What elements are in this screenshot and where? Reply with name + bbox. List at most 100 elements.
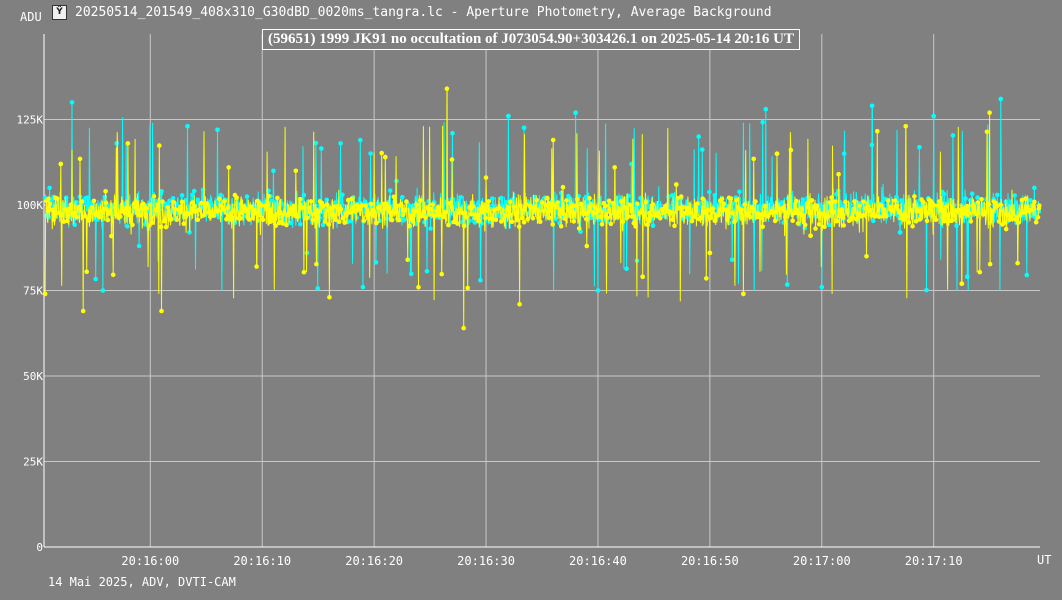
data-point (450, 130, 455, 136)
tangra-app-icon[interactable]: Ϋ (52, 4, 67, 20)
data-point (313, 140, 319, 146)
data-point (730, 210, 735, 216)
data-point (430, 202, 436, 207)
data-point (912, 194, 917, 199)
data-point (272, 200, 278, 205)
data-point (558, 224, 564, 229)
data-point (414, 202, 420, 207)
data-point (940, 213, 945, 219)
data-point (340, 216, 346, 221)
data-point (704, 276, 709, 281)
data-point (185, 123, 190, 129)
data-point (338, 206, 344, 212)
data-point (370, 207, 376, 213)
data-point (553, 204, 559, 209)
data-point (603, 203, 608, 209)
data-point (347, 210, 353, 215)
data-point (951, 212, 956, 218)
data-point (816, 222, 822, 227)
x-tick-label: 20:16:00 (121, 554, 179, 568)
data-point (479, 209, 485, 215)
data-point (298, 196, 303, 202)
data-point (595, 288, 601, 293)
data-point (67, 206, 72, 211)
data-point (84, 269, 89, 275)
data-point (903, 124, 908, 129)
data-point (901, 217, 907, 222)
data-point (447, 200, 453, 206)
data-point (629, 214, 635, 219)
data-point (575, 197, 580, 202)
plot-title: (59651) 1999 JK91 no occultation of J073… (261, 29, 801, 50)
data-point (368, 151, 373, 156)
data-point (103, 200, 109, 205)
data-point (112, 204, 118, 210)
data-point (913, 218, 919, 224)
data-point (760, 119, 765, 125)
data-point (54, 196, 60, 201)
data-point (335, 204, 340, 209)
data-point (675, 196, 680, 201)
data-point (359, 203, 365, 208)
data-point (702, 209, 707, 215)
series-cyan (42, 96, 1042, 293)
data-point (478, 277, 483, 283)
data-point (389, 217, 395, 223)
data-point (640, 274, 645, 280)
data-point (509, 219, 515, 224)
data-point (46, 196, 51, 202)
data-point (517, 301, 522, 307)
data-point (832, 199, 838, 204)
data-point (705, 207, 711, 213)
data-point (266, 193, 271, 199)
data-point (224, 217, 229, 222)
data-point (933, 217, 939, 223)
data-point (590, 209, 596, 215)
data-point (161, 218, 167, 224)
data-point (550, 222, 555, 227)
data-point (612, 165, 617, 170)
data-point (921, 199, 926, 205)
data-point (864, 253, 869, 259)
data-point (289, 211, 295, 217)
data-point (781, 205, 786, 210)
data-point (553, 216, 559, 222)
data-point (187, 230, 192, 235)
data-point (456, 199, 462, 204)
data-point (746, 210, 751, 216)
data-point (93, 276, 98, 282)
data-point (721, 201, 726, 207)
data-point (68, 202, 74, 207)
data-point (827, 200, 833, 205)
data-point (555, 200, 560, 205)
data-point (917, 217, 923, 222)
data-point (226, 165, 231, 170)
data-point (1007, 217, 1013, 223)
data-point (515, 217, 520, 223)
y-tick-label: 100K (17, 199, 44, 212)
data-point (305, 215, 310, 221)
data-point (541, 208, 547, 213)
data-point (273, 223, 279, 228)
data-point (340, 192, 345, 198)
data-point (195, 197, 201, 203)
data-point (772, 218, 778, 224)
data-point (800, 197, 806, 202)
data-point (460, 210, 466, 216)
data-point (345, 197, 351, 203)
data-point (643, 199, 649, 205)
data-point (407, 223, 412, 229)
data-point (125, 224, 130, 229)
data-point (532, 204, 538, 209)
data-point (1037, 203, 1042, 208)
data-point (133, 199, 139, 204)
data-point (963, 211, 968, 217)
data-point (564, 198, 569, 203)
data-point (626, 214, 631, 219)
data-point (1024, 272, 1030, 278)
data-point (428, 206, 434, 212)
data-point (100, 288, 106, 293)
data-point (360, 284, 366, 290)
data-point (596, 207, 601, 213)
